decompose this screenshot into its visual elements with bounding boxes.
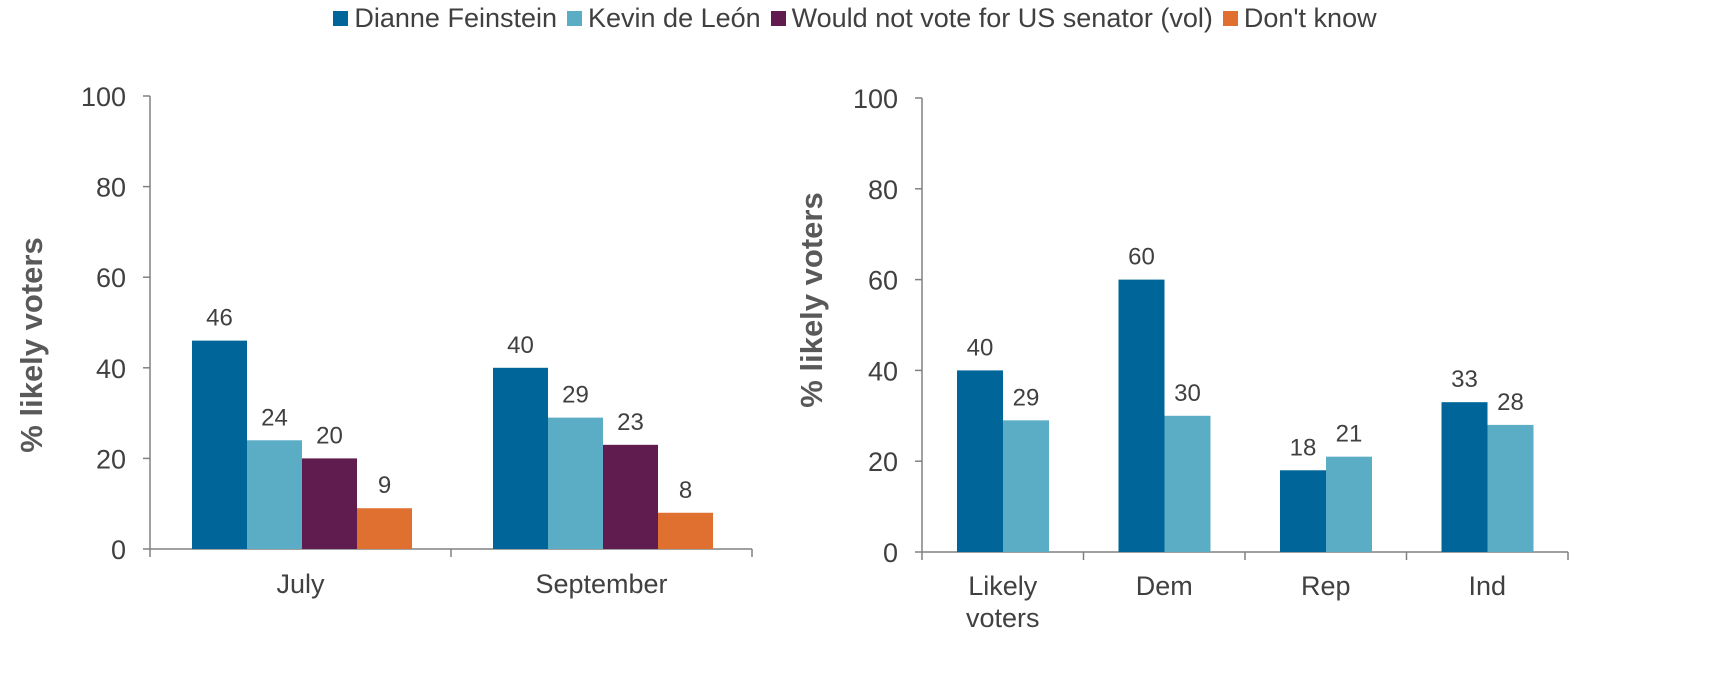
bar [1003,420,1049,552]
legend-swatch [770,10,786,26]
bar [1164,415,1211,552]
data-label: 30 [1174,380,1201,407]
category-label: September [535,569,667,599]
data-label: 20 [316,422,343,449]
data-label: 9 [378,472,391,499]
data-label: 33 [1451,366,1478,393]
data-label: 18 [1290,434,1317,461]
y-tick-label: 0 [883,538,898,568]
category-label: Dem [1136,571,1193,601]
bar [1280,470,1326,552]
y-tick-label: 20 [868,447,898,477]
y-axis-title: % likely voters [14,237,49,452]
data-label: 28 [1497,389,1524,416]
bar [357,508,412,549]
legend-swatch [333,10,349,26]
legend-label: Dianne Feinstein [354,2,558,33]
legend-label: Don't know [1243,2,1377,33]
legend-item: Kevin de León [567,3,761,34]
data-label: 29 [562,382,589,409]
bar [302,458,357,549]
data-label: 46 [206,305,233,332]
data-label: 40 [967,334,994,361]
category-label: Likely [968,571,1038,601]
y-tick-label: 80 [96,173,126,203]
data-label: 8 [679,477,692,504]
legend-item: Would not vote for US senator (vol) [770,2,1213,34]
data-label: 60 [1128,244,1155,271]
legend-swatch [567,10,583,26]
bar [1118,279,1165,552]
bar [603,444,658,549]
legend-item: Dianne Feinstein [333,3,557,34]
data-label: 29 [1013,384,1040,411]
category-label: Ind [1468,571,1506,601]
category-label: voters [966,603,1040,633]
y-tick-label: 0 [111,535,126,565]
y-tick-label: 40 [96,354,126,384]
y-tick-label: 60 [868,266,898,296]
data-label: 23 [617,409,644,436]
chart-legend: Dianne Feinstein Kevin de León Would not v… [0,0,1710,36]
y-tick-label: 40 [868,356,898,386]
bar [548,417,603,549]
y-tick-label: 80 [868,175,898,205]
y-tick-label: 20 [96,444,126,474]
bar [658,512,713,549]
bar [957,370,1003,552]
legend-label: Would not vote for US senator (vol) [791,2,1213,33]
bar [1326,456,1372,552]
data-label: 24 [261,404,288,431]
legend-label: Kevin de León [588,2,761,33]
bar [192,340,247,549]
bar [1441,402,1488,552]
category-label: Rep [1301,571,1351,601]
y-tick-label: 60 [96,263,126,293]
category-label: July [276,569,325,599]
legend-swatch [1222,10,1238,26]
data-label: 21 [1336,421,1363,448]
data-label: 40 [507,332,534,359]
y-tick-label: 100 [81,82,126,112]
y-axis-title: % likely voters [794,192,829,407]
y-tick-label: 100 [853,84,898,114]
bar [247,440,302,549]
bar [493,367,548,549]
bar [1487,424,1534,552]
legend-item: Don't know [1222,2,1377,34]
